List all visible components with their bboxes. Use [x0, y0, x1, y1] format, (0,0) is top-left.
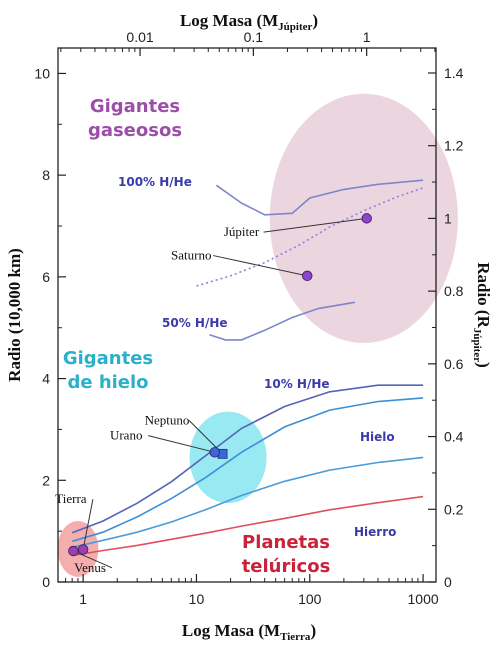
region-label-1-0: Gigantes: [63, 348, 153, 369]
planets-layer: [68, 213, 372, 569]
region-label-0-0: Gigantes: [90, 96, 180, 117]
left-tick-label-2: 4: [42, 371, 50, 387]
top-axis-title: Log Masa (MJúpiter): [180, 11, 318, 33]
bottom-axis-title: Log Masa (MTierra): [182, 621, 316, 643]
curve-label-5: Hierro: [354, 525, 396, 539]
curve-1: [209, 301, 356, 341]
curve-6: [196, 187, 424, 287]
planet-marker-1: [302, 270, 313, 282]
left-tick-label-0: 0: [42, 574, 50, 590]
curve-4: [72, 456, 424, 549]
labels-layer: Gigantes gaseosos Gigantes de hielo Planetas…: [55, 96, 396, 577]
planet-label-4: Tierra: [55, 491, 87, 506]
top-axis-title-sub: Júpiter: [278, 21, 312, 33]
left-tick-label-3: 6: [42, 269, 50, 285]
planet-leader-1: [213, 255, 308, 277]
planet-label-3: Urano: [110, 428, 143, 443]
right-axis-title-sub: Júpiter: [471, 328, 483, 362]
top-tick-label-0: 0.01: [126, 29, 153, 45]
planet-leader-5: [73, 550, 113, 569]
left-tick-label-1: 2: [42, 472, 50, 488]
planet-leader-4: [82, 499, 94, 550]
top-tick-label-1: 0.1: [244, 29, 264, 45]
planet-label-2: Neptuno: [145, 412, 190, 427]
curve-0: [215, 179, 424, 216]
planet-marker-3: [209, 447, 220, 458]
bottom-tick-label-1: 10: [189, 591, 205, 607]
right-tick-label-5: 1: [444, 210, 452, 226]
region-label-1-1: de hielo: [67, 372, 148, 393]
planet-marker-0: [361, 213, 372, 224]
right-axis-title: Radio (RJúpiter): [471, 262, 493, 368]
planet-label-1: Saturno: [171, 248, 211, 263]
curve-label-2: 10% H/He: [264, 377, 330, 391]
curve-label-1: 50% H/He: [162, 316, 228, 330]
right-tick-label-4: 0.8: [444, 283, 464, 299]
curve-3: [71, 397, 424, 543]
plot-frame: [57, 47, 437, 583]
curve-5: [72, 495, 424, 557]
right-tick-label-3: 0.6: [444, 356, 464, 372]
left-tick-label-4: 8: [42, 167, 50, 183]
region-label-2-1: telúricos: [242, 556, 331, 577]
right-tick-label-7: 1.4: [444, 65, 464, 81]
left-tick-label-5: 10: [34, 65, 50, 81]
top-tick-label-2: 1: [363, 29, 371, 45]
curves-layer: [71, 179, 424, 557]
region-label-2-0: Planetas: [242, 532, 330, 553]
planet-label-5: Venus: [74, 560, 106, 575]
right-tick-label-2: 0.4: [444, 429, 464, 445]
curve-label-3: Hielo: [360, 430, 395, 444]
bottom-tick-label-0: 1: [79, 591, 87, 607]
planet-marker-5: [68, 545, 79, 557]
region-label-0-1: gaseosos: [88, 120, 182, 141]
right-tick-label-1: 0.2: [444, 501, 464, 517]
bottom-tick-label-2: 100: [298, 591, 322, 607]
planet-leader-3: [148, 435, 215, 453]
bottom-tick-label-3: 1000: [408, 591, 439, 607]
curve-2: [71, 384, 424, 534]
curve-label-0: 100% H/He: [118, 175, 192, 189]
right-tick-label-6: 1.2: [444, 138, 464, 154]
right-tick-label-0: 0: [444, 574, 452, 590]
region-1: [189, 411, 267, 504]
planet-marker-4: [77, 544, 89, 555]
regions-layer: [57, 93, 458, 577]
bottom-axis-title-sub: Tierra: [280, 631, 311, 643]
planet-leader-0: [263, 217, 367, 233]
left-axis-title: Radio (10,000 km): [5, 248, 24, 382]
planet-label-0: Júpiter: [224, 224, 260, 239]
